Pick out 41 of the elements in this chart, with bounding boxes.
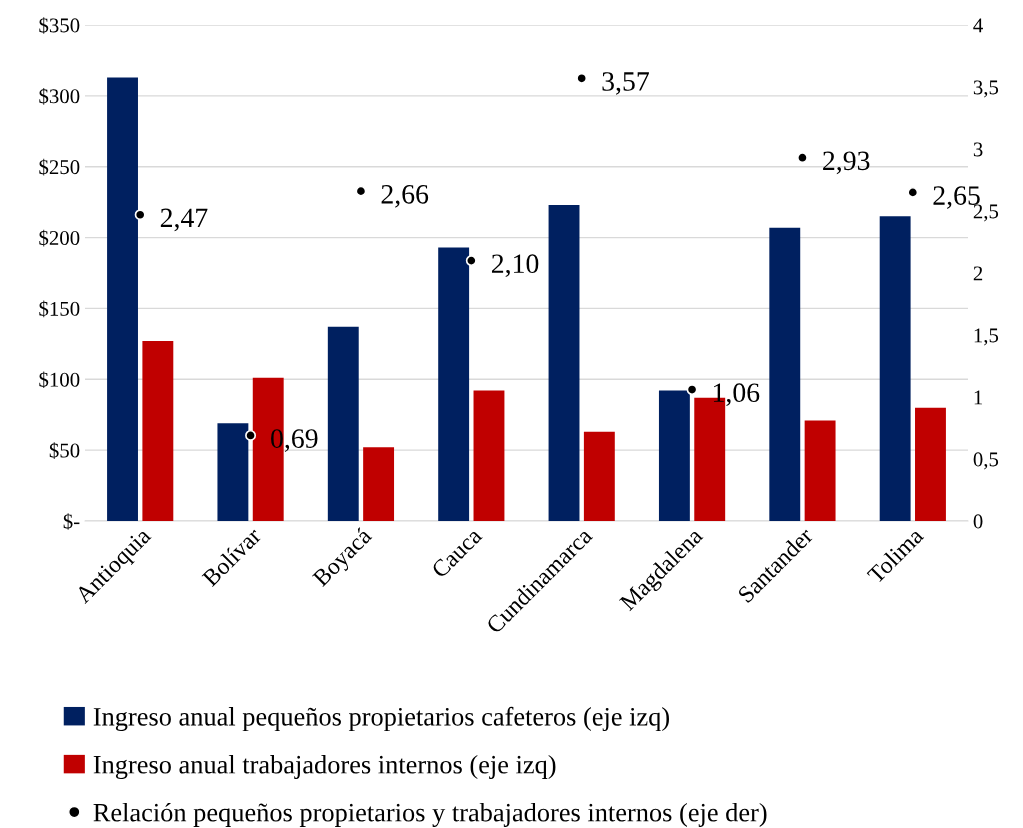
bar bbox=[438, 247, 470, 521]
legend-label: Relación pequeños propietarios y trabajadores internos (eje der) bbox=[93, 802, 767, 827]
legend-label: Ingreso anual pequeños propietarios cafeteros (eje izq) bbox=[93, 706, 669, 732]
bar bbox=[327, 326, 359, 521]
y2-tick-label: 3 bbox=[973, 142, 983, 157]
y-tick-label: $50 bbox=[49, 442, 80, 459]
bar bbox=[658, 390, 690, 521]
data-label: 2,10 bbox=[491, 254, 539, 278]
y2-tick-label: 4 bbox=[973, 18, 983, 33]
y-tick-label: $100 bbox=[39, 371, 80, 389]
y-tick-label: $150 bbox=[39, 300, 80, 318]
y-tick-label: $250 bbox=[39, 158, 80, 176]
bar bbox=[769, 227, 801, 521]
legend-label: Ingreso anual trabajadores internos (eje izq) bbox=[93, 755, 556, 780]
bar bbox=[473, 390, 505, 521]
y-tick-label: $350 bbox=[39, 17, 80, 34]
y2-tick-label: 3,5 bbox=[973, 80, 999, 98]
y2-tick-label: 0,5 bbox=[973, 452, 999, 470]
bar bbox=[217, 423, 249, 521]
bar bbox=[107, 77, 138, 521]
bar bbox=[915, 407, 946, 521]
data-label: 2,47 bbox=[160, 208, 208, 232]
data-label: 2,66 bbox=[381, 185, 429, 208]
data-label: 1,06 bbox=[713, 383, 760, 407]
bar bbox=[548, 204, 580, 521]
y2-tick-label: 1 bbox=[974, 390, 983, 405]
point bbox=[245, 429, 257, 441]
y-tick-label: $- bbox=[63, 513, 80, 530]
y2-tick-label: 0 bbox=[973, 514, 983, 529]
bar bbox=[142, 341, 174, 521]
bar bbox=[879, 216, 911, 521]
y2-tick-label: 2 bbox=[973, 266, 983, 281]
data-label: 2,93 bbox=[823, 151, 870, 175]
bar bbox=[363, 447, 395, 521]
bar bbox=[583, 431, 615, 521]
data-label: 3,57 bbox=[602, 72, 649, 95]
bar bbox=[804, 420, 836, 521]
y-tick-label: $300 bbox=[39, 88, 80, 105]
point bbox=[465, 255, 477, 267]
y2-tick-label: 1,5 bbox=[974, 328, 999, 346]
y-tick-label: $200 bbox=[39, 229, 80, 247]
